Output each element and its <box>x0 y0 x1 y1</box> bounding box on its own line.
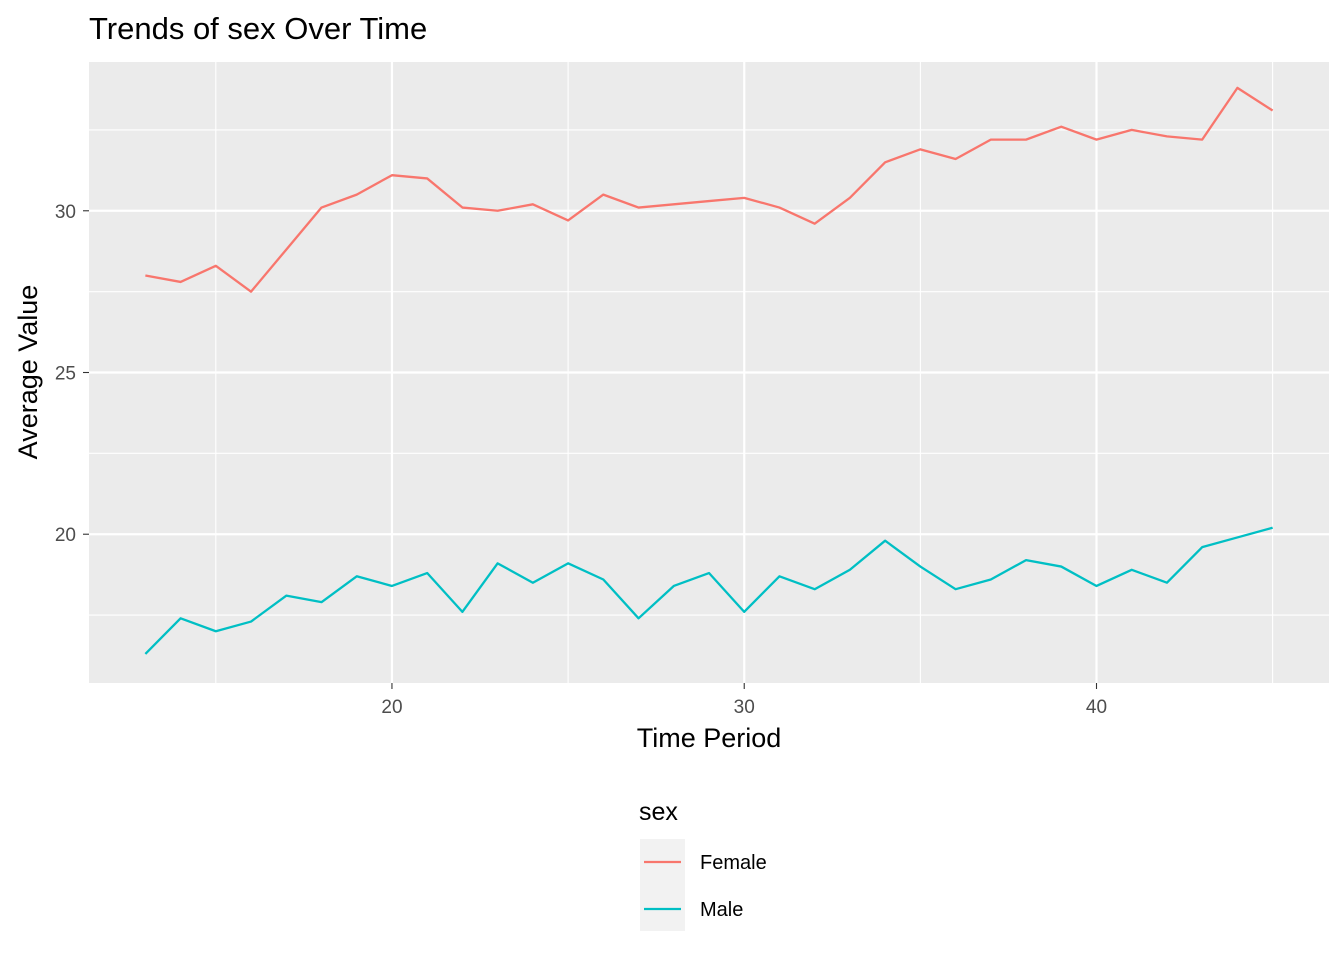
legend-title: sex <box>639 798 678 826</box>
legend: sex Female Male <box>639 798 767 931</box>
series-line-male <box>144 526 1273 655</box>
legend-label-female: Female <box>700 852 767 874</box>
chart-title: Trends of sex Over Time <box>89 11 427 46</box>
y-axis-title: Average Value <box>13 285 43 460</box>
series-line-female <box>145 86 1274 293</box>
x-tick-label: 20 <box>381 697 402 718</box>
x-tick-label: 30 <box>734 697 755 718</box>
grid-major <box>89 62 1329 683</box>
y-tick-label: 25 <box>55 364 76 385</box>
legend-key-background <box>640 839 685 931</box>
series-layer <box>144 86 1274 655</box>
legend-label-male: Male <box>700 899 743 921</box>
x-tick-label: 40 <box>1086 697 1107 718</box>
y-tick-label: 20 <box>55 525 76 546</box>
x-axis: 20 30 40 <box>381 683 1107 718</box>
y-tick-label: 30 <box>55 202 76 223</box>
y-axis: 20 25 30 <box>55 202 89 546</box>
x-axis-title: Time Period <box>637 723 782 753</box>
